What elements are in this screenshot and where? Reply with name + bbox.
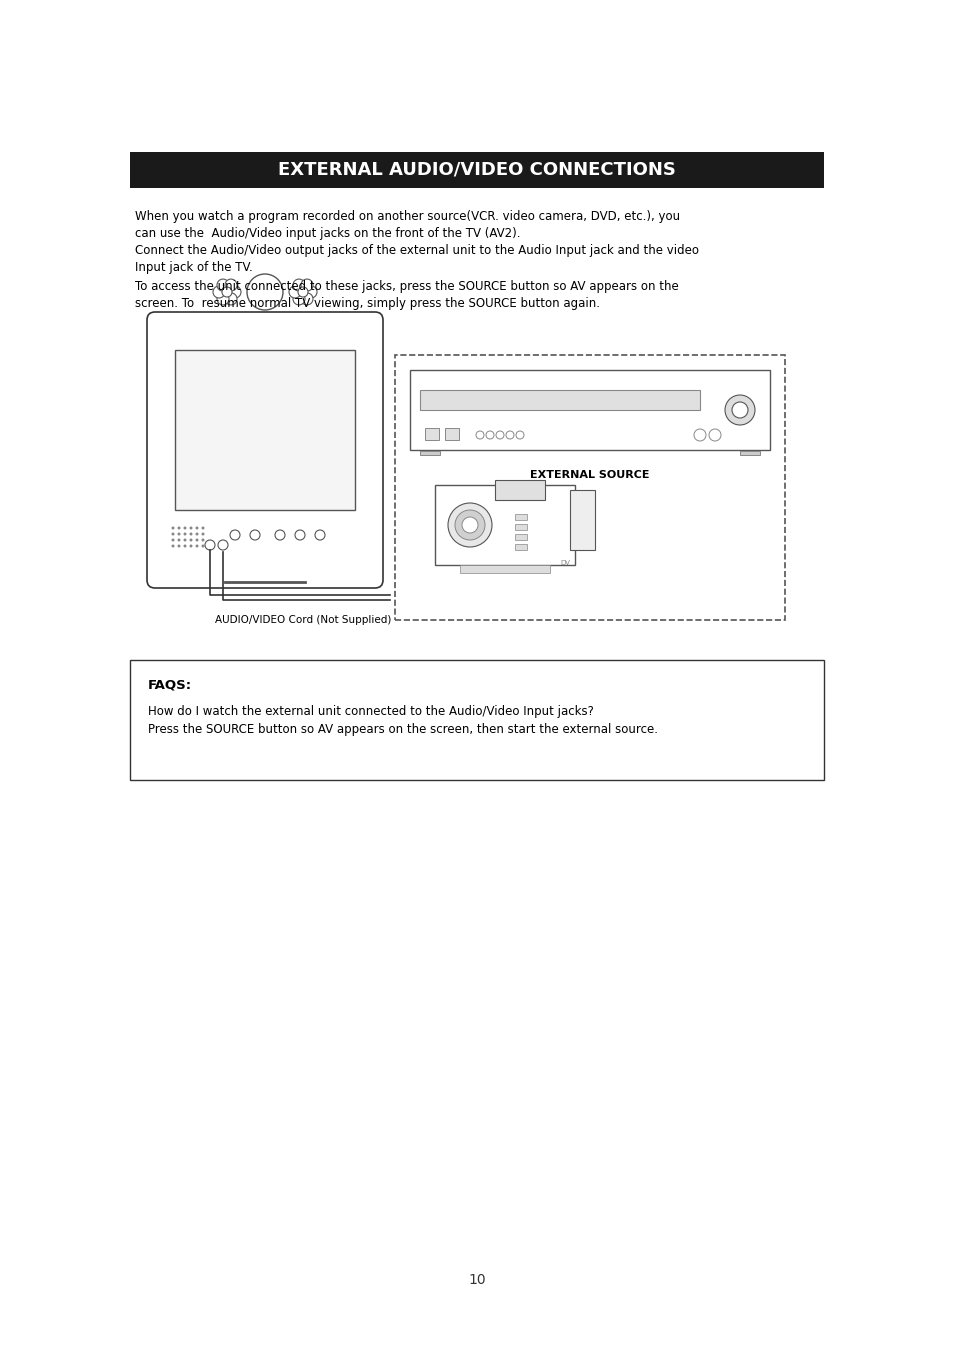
Bar [515, 514, 526, 520]
Circle shape [177, 526, 180, 529]
Text: AUDIO/VIDEO Cord (Not Supplied): AUDIO/VIDEO Cord (Not Supplied) [214, 616, 391, 625]
Circle shape [190, 539, 193, 541]
Text: EXTERNAL AUDIO/VIDEO CONNECTIONS: EXTERNAL AUDIO/VIDEO CONNECTIONS [277, 161, 676, 180]
Circle shape [190, 544, 193, 548]
Circle shape [177, 544, 180, 548]
Circle shape [195, 526, 198, 529]
Circle shape [247, 274, 283, 310]
Bar [444, 428, 458, 440]
Bar [130, 660, 823, 780]
Circle shape [230, 531, 240, 540]
Circle shape [485, 431, 494, 439]
Circle shape [172, 532, 174, 536]
Circle shape [190, 526, 193, 529]
Circle shape [455, 510, 484, 540]
Circle shape [496, 431, 503, 439]
Bar [410, 370, 769, 450]
Bar [424, 428, 438, 440]
Bar [419, 390, 700, 410]
Circle shape [461, 517, 477, 533]
Circle shape [195, 539, 198, 541]
Circle shape [225, 279, 236, 292]
Circle shape [183, 532, 186, 536]
Circle shape [201, 526, 204, 529]
Circle shape [305, 286, 316, 298]
Text: To access the unit connected to these jacks, press the SOURCE button so AV appea: To access the unit connected to these ja… [135, 279, 678, 310]
Circle shape [216, 293, 229, 305]
Circle shape [505, 431, 514, 439]
Bar [419, 451, 439, 455]
Circle shape [213, 286, 225, 298]
Circle shape [172, 526, 174, 529]
Circle shape [183, 539, 186, 541]
Circle shape [190, 532, 193, 536]
Circle shape [205, 540, 214, 549]
Circle shape [229, 286, 241, 298]
Circle shape [731, 402, 747, 418]
Circle shape [201, 532, 204, 536]
Circle shape [172, 539, 174, 541]
Circle shape [274, 531, 285, 540]
FancyBboxPatch shape [147, 312, 382, 589]
Circle shape [301, 293, 313, 305]
Circle shape [183, 544, 186, 548]
Circle shape [201, 539, 204, 541]
Circle shape [301, 279, 313, 292]
Circle shape [724, 396, 754, 425]
Circle shape [177, 539, 180, 541]
Circle shape [289, 286, 301, 298]
Circle shape [448, 504, 492, 547]
Bar [435, 485, 575, 566]
Bar [515, 524, 526, 531]
Circle shape [225, 293, 236, 305]
Circle shape [516, 431, 523, 439]
Circle shape [222, 288, 232, 297]
Circle shape [297, 288, 308, 297]
Circle shape [177, 532, 180, 536]
Circle shape [293, 293, 305, 305]
Text: How do I watch the external unit connected to the Audio/Video Input jacks?
Press: How do I watch the external unit connect… [148, 705, 658, 736]
Circle shape [195, 544, 198, 548]
Bar [569, 490, 595, 549]
Circle shape [218, 540, 228, 549]
Circle shape [250, 531, 260, 540]
Bar [515, 544, 526, 549]
Circle shape [172, 544, 174, 548]
Bar [130, 153, 823, 188]
Bar [515, 535, 526, 540]
Bar [174, 350, 355, 510]
Circle shape [201, 544, 204, 548]
Circle shape [195, 532, 198, 536]
Circle shape [314, 531, 325, 540]
Text: DV: DV [559, 560, 569, 566]
Bar [395, 355, 784, 620]
Text: 10: 10 [468, 1273, 485, 1287]
Circle shape [293, 279, 305, 292]
Circle shape [708, 429, 720, 441]
Text: FAQS:: FAQS: [148, 678, 192, 691]
Bar [459, 566, 550, 572]
Bar [740, 451, 760, 455]
Circle shape [183, 526, 186, 529]
Circle shape [476, 431, 483, 439]
Circle shape [693, 429, 705, 441]
Text: When you watch a program recorded on another source(VCR. video camera, DVD, etc.: When you watch a program recorded on ano… [135, 211, 699, 274]
Text: EXTERNAL SOURCE: EXTERNAL SOURCE [530, 470, 649, 481]
Bar [495, 481, 544, 500]
Circle shape [216, 279, 229, 292]
Circle shape [294, 531, 305, 540]
